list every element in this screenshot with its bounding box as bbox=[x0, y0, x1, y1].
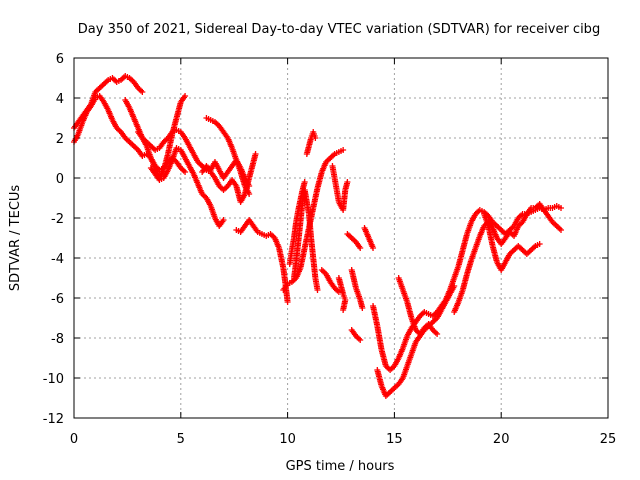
data-point bbox=[314, 287, 321, 293]
data-point bbox=[344, 179, 351, 185]
data-point bbox=[246, 191, 253, 197]
data-point bbox=[340, 307, 347, 313]
y-tick-label: -10 bbox=[43, 372, 64, 387]
x-axis-label: GPS time / hours bbox=[286, 459, 395, 474]
data-point bbox=[284, 299, 291, 305]
x-tick-label: 15 bbox=[386, 432, 403, 447]
y-tick-label: 6 bbox=[56, 52, 64, 67]
data-point bbox=[558, 227, 565, 233]
y-tick-label: -2 bbox=[51, 212, 64, 227]
y-tick-label: -4 bbox=[51, 252, 64, 267]
y-tick-label: -6 bbox=[51, 292, 64, 307]
data-point bbox=[357, 337, 364, 343]
chart-title: Day 350 of 2021, Sidereal Day-to-day VTE… bbox=[78, 22, 600, 37]
data-point bbox=[182, 93, 189, 99]
y-tick-label: 2 bbox=[56, 132, 64, 147]
data-point bbox=[536, 241, 543, 247]
gridlines bbox=[74, 58, 608, 418]
data-point bbox=[246, 183, 253, 189]
y-tick-label: -8 bbox=[51, 332, 64, 347]
data-points bbox=[71, 73, 565, 399]
data-point bbox=[220, 217, 227, 223]
data-point bbox=[370, 245, 377, 251]
x-tick-label: 5 bbox=[177, 432, 185, 447]
data-point bbox=[434, 331, 441, 337]
plot-frame bbox=[73, 57, 609, 419]
data-point bbox=[182, 169, 189, 175]
x-tick-labels: 0 5 10 15 20 25 bbox=[70, 432, 616, 447]
data-point bbox=[340, 147, 347, 153]
data-point bbox=[301, 179, 308, 185]
data-point bbox=[139, 89, 146, 95]
data-point bbox=[252, 151, 259, 157]
y-tick-label: 4 bbox=[56, 92, 64, 107]
y-axis-label: SDTVAR / TECUs bbox=[8, 185, 23, 292]
data-point bbox=[312, 135, 319, 141]
data-point bbox=[357, 245, 364, 251]
y-tick-label: 0 bbox=[56, 172, 64, 187]
x-tick-label: 0 bbox=[70, 432, 78, 447]
x-tick-label: 25 bbox=[600, 432, 617, 447]
y-tick-label: -12 bbox=[43, 412, 64, 427]
y-tick-labels: -12 -10 -8 -6 -4 -2 0 2 4 6 bbox=[43, 52, 64, 427]
data-point bbox=[558, 205, 565, 211]
data-point bbox=[359, 305, 366, 311]
x-tick-label: 10 bbox=[279, 432, 296, 447]
x-tick-label: 20 bbox=[493, 432, 510, 447]
data-point bbox=[451, 283, 458, 289]
